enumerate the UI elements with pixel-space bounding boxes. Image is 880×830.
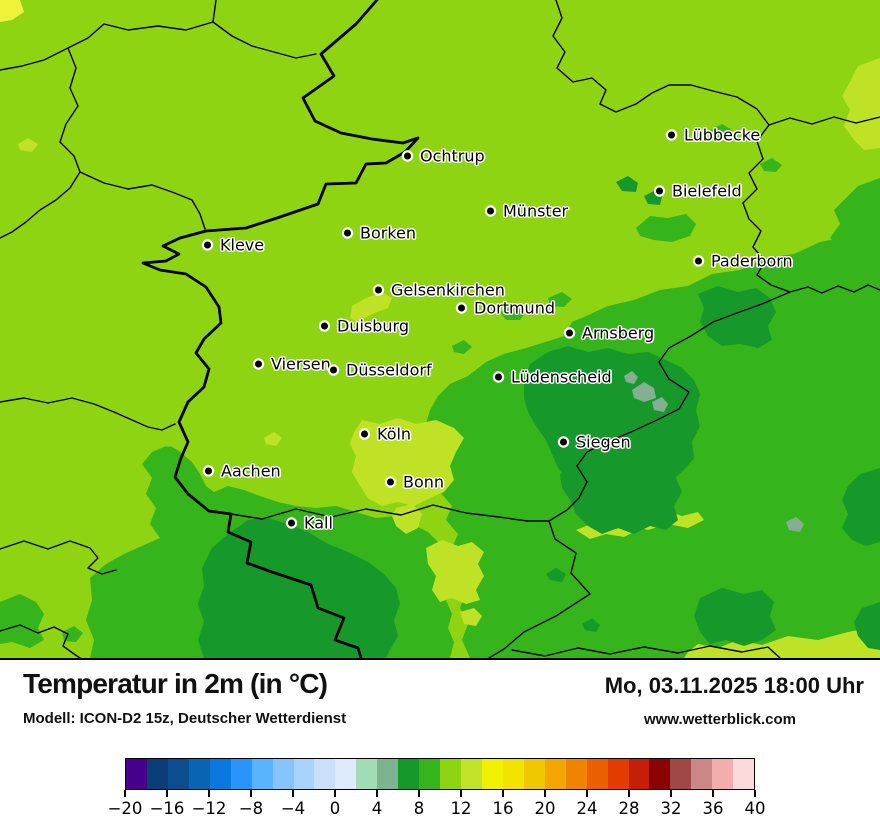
colorbar-tick [712, 790, 714, 797]
colorbar-cell [733, 759, 755, 789]
colorbar-tick [418, 790, 420, 797]
colorbar-tick [250, 790, 252, 797]
colorbar-cell [188, 759, 210, 789]
colorbar-cell [544, 759, 566, 789]
colorbar-tick-label: 0 [329, 799, 341, 818]
colorbar-cell [502, 759, 524, 789]
footer: Temperatur in 2m (in °C) Mo, 03.11.2025 … [0, 658, 880, 830]
colorbar-cell [146, 759, 168, 789]
colorbar-cell [167, 759, 189, 789]
colorbar-cell [481, 759, 503, 789]
temp-layer-14-16 [0, 0, 24, 22]
colorbar-cell [691, 759, 713, 789]
colorbar-cell [293, 759, 315, 789]
colorbar-cell [356, 759, 378, 789]
colorbar-tick-label: 16 [492, 799, 514, 818]
colorbar-tick-label: −8 [238, 799, 264, 818]
colorbar-tick-label: −16 [149, 799, 185, 818]
colorbar-tick [502, 790, 504, 797]
colorbar-tick [292, 790, 294, 797]
colorbar-cell [565, 759, 587, 789]
colorbar-cell [126, 759, 147, 789]
colorbar-cell [649, 759, 671, 789]
model-info: Modell: ICON-D2 15z, Deutscher Wetterdie… [23, 710, 347, 727]
colorbar-tick-label: 40 [744, 799, 766, 818]
colorbar-cell [398, 759, 420, 789]
colorbar-cell [314, 759, 336, 789]
colorbar-cell [209, 759, 231, 789]
temp-layer-12-14 [18, 58, 880, 658]
colorbar-cell [251, 759, 273, 789]
colorbar-tick [586, 790, 588, 797]
colorbar-tick-label: −20 [107, 799, 143, 818]
map-canvas [0, 0, 880, 658]
colorbar-tick [544, 790, 546, 797]
colorbar-tick-label: 36 [702, 799, 724, 818]
colorbar-tick [376, 790, 378, 797]
website-url: www.wetterblick.com [644, 711, 796, 728]
page-title: Temperatur in 2m (in °C) [23, 668, 328, 699]
colorbar-tick [460, 790, 462, 797]
colorbar-tick [670, 790, 672, 797]
colorbar-tick-label: 4 [371, 799, 383, 818]
colorbar-cell [230, 759, 252, 789]
colorbar-tick [208, 790, 210, 797]
colorbar-tick [628, 790, 630, 797]
colorbar-cell [523, 759, 545, 789]
colorbar-tick [754, 790, 756, 797]
colorbar-tick-label: 20 [534, 799, 556, 818]
colorbar-tick-label: 8 [413, 799, 425, 818]
colorbar-tick-label: 24 [576, 799, 598, 818]
colorbar-tick [124, 790, 126, 797]
colorbar-cell [377, 759, 399, 789]
colorbar-tick-label: −4 [280, 799, 306, 818]
colorbar-cell [628, 759, 650, 789]
colorbar-tick-label: −12 [191, 799, 227, 818]
colorbar-cell [586, 759, 608, 789]
colorbar-cell [272, 759, 294, 789]
temperature-colorbar [125, 758, 755, 790]
temp-layer-4-6 [624, 371, 804, 532]
colorbar-cell [712, 759, 734, 789]
temperature-map: Lübbecke Ochtrup Bielefeld Münster Borken Kle… [0, 0, 880, 658]
colorbar-tick-label: 28 [618, 799, 640, 818]
colorbar-cell [440, 759, 461, 789]
district-borders [0, 0, 880, 658]
colorbar-cell [419, 759, 441, 789]
colorbar-cell [335, 759, 357, 789]
national-border [141, 0, 420, 658]
colorbar-tick-label: 12 [450, 799, 472, 818]
colorbar-cell [670, 759, 692, 789]
colorbar-tick [334, 790, 336, 797]
colorbar-cell [607, 759, 629, 789]
colorbar-cell [461, 759, 482, 789]
colorbar-tick-label: 32 [660, 799, 682, 818]
forecast-datetime: Mo, 03.11.2025 18:00 Uhr [604, 673, 864, 698]
colorbar-tick [166, 790, 168, 797]
